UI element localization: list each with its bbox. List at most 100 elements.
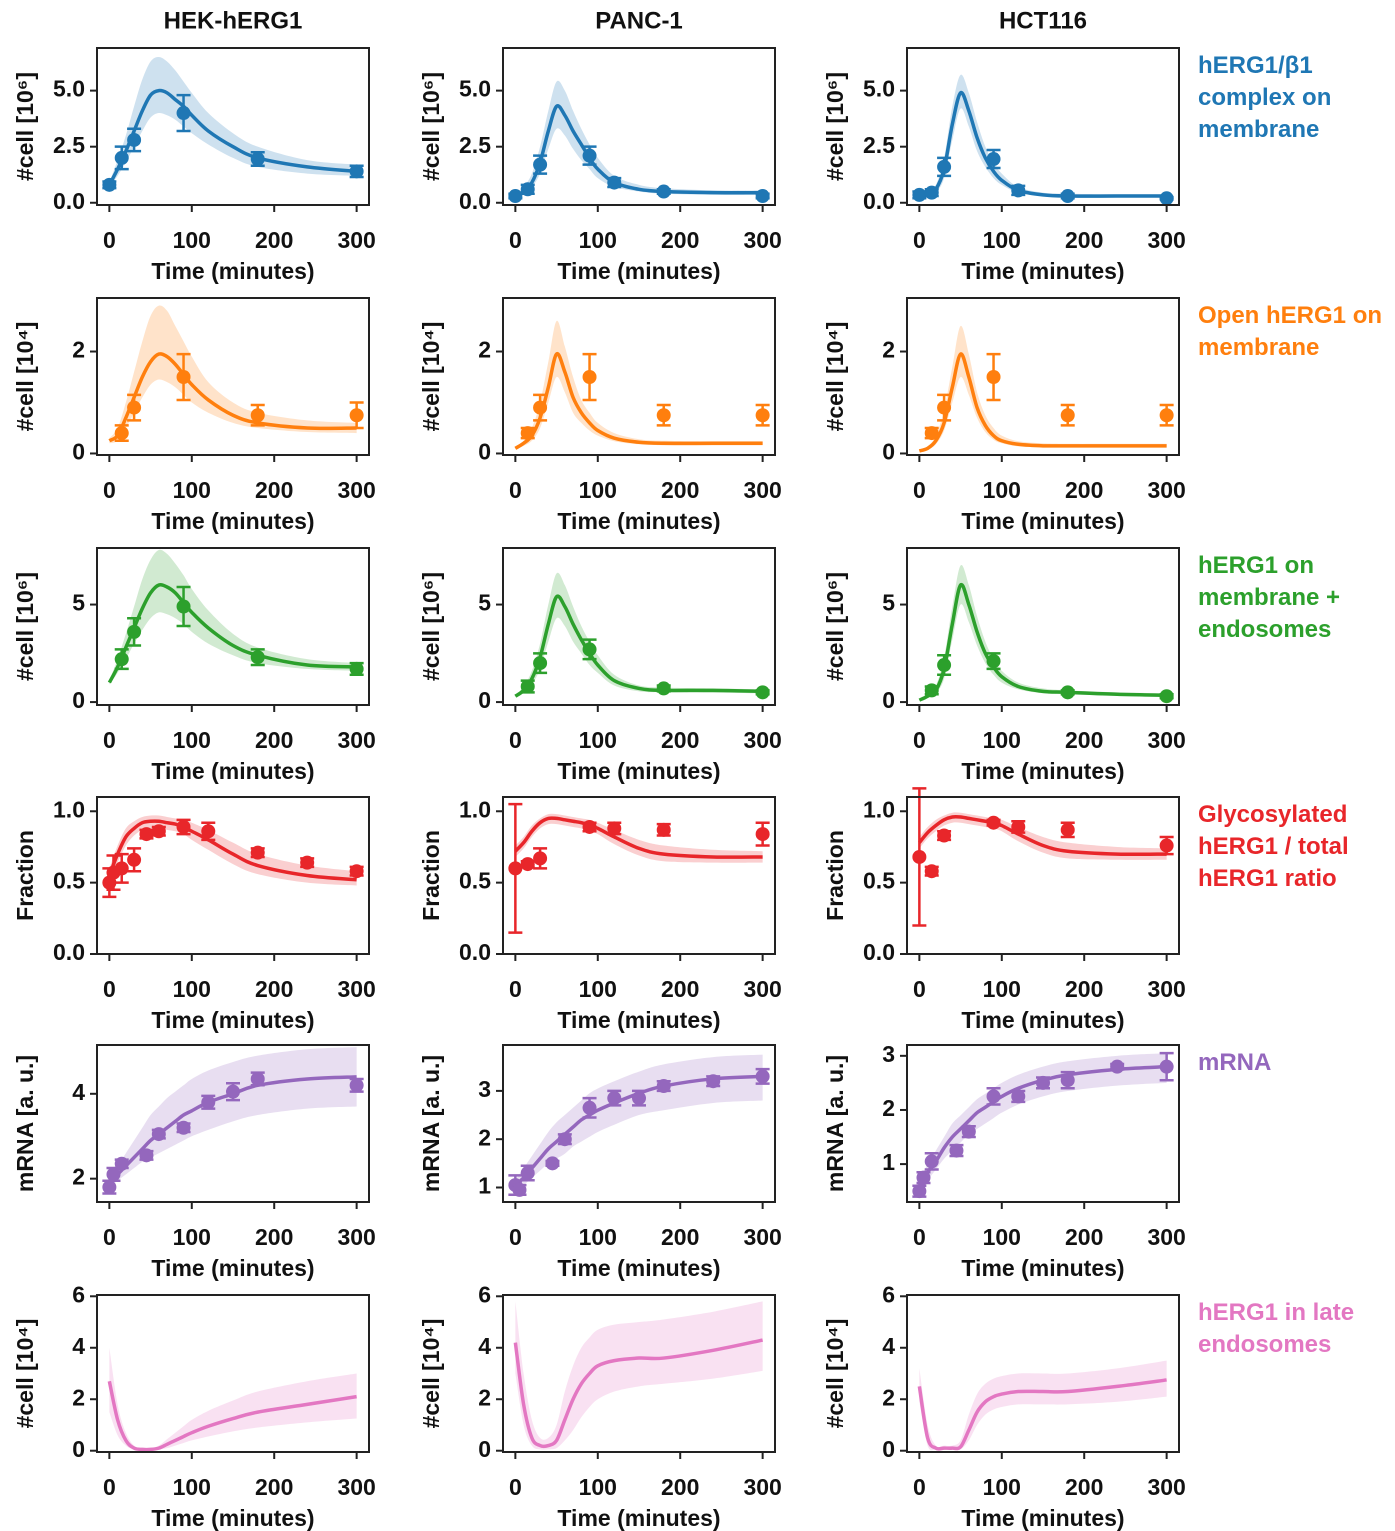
confidence-band: [515, 813, 763, 863]
confidence-band: [109, 549, 357, 685]
y-axis-label: Fraction: [418, 830, 444, 921]
data-point: [533, 157, 548, 172]
x-axis-label: Time (minutes): [961, 508, 1124, 534]
data-point: [924, 683, 939, 698]
y-tick-label: 2.5: [863, 132, 895, 158]
y-tick-label: 2.5: [53, 132, 85, 158]
x-tick-label: 0: [103, 727, 116, 753]
x-tick-label: 300: [1147, 976, 1185, 1002]
y-tick-label: 5.0: [863, 76, 895, 102]
x-axis-label: Time (minutes): [557, 1007, 720, 1033]
data-point: [176, 599, 191, 614]
row-label: hERG1/β1 complex on membrane: [1198, 52, 1332, 143]
data-point: [582, 148, 597, 163]
fit-line: [918, 582, 1167, 702]
y-tick-label: 0.0: [53, 188, 85, 214]
fit-line: [917, 1064, 1167, 1187]
x-tick-label: 0: [913, 1224, 926, 1250]
confidence-band: [515, 320, 763, 450]
x-tick-label: 200: [661, 976, 699, 1002]
data-point: [1060, 685, 1075, 700]
x-tick-label: 100: [983, 1224, 1021, 1250]
data-point: [986, 370, 1001, 385]
confidence-band: [919, 325, 1167, 452]
y-tick-label: 4: [72, 1333, 85, 1359]
plot-frame: [96, 297, 370, 456]
x-axis-label: Time (minutes): [961, 1255, 1124, 1281]
y-tick-label: 1.0: [53, 796, 85, 822]
x-tick-label: 300: [1147, 1224, 1185, 1250]
data-point: [114, 652, 129, 667]
x-tick-label: 100: [173, 227, 211, 253]
y-tick-label: 2: [478, 337, 491, 363]
x-tick-label: 300: [743, 1474, 781, 1500]
fit-line: [919, 90, 1167, 198]
data-point: [1036, 1075, 1050, 1090]
x-axis-label: Time (minutes): [961, 1505, 1124, 1531]
x-tick-label: 300: [337, 227, 375, 253]
x-tick-label: 100: [983, 727, 1021, 753]
y-tick-label: 1: [478, 1173, 491, 1199]
data-point: [656, 184, 671, 199]
y-tick-label: 1.0: [863, 796, 895, 822]
plot-frame: [906, 1044, 1180, 1203]
y-tick-label: 0: [72, 439, 85, 465]
row-label: Open hERG1 on membrane: [1198, 302, 1383, 361]
data-point: [961, 1124, 976, 1139]
x-tick-label: 200: [1065, 477, 1103, 503]
confidence-band: [919, 812, 1167, 860]
data-point: [127, 852, 142, 867]
data-point: [937, 400, 952, 415]
fit-line: [107, 1380, 357, 1452]
x-tick-label: 300: [743, 477, 781, 503]
row-label: mRNA: [1198, 1049, 1272, 1076]
data-point: [1011, 183, 1026, 198]
x-tick-label: 300: [743, 227, 781, 253]
y-tick-label: 0.0: [863, 188, 895, 214]
data-point: [582, 819, 597, 834]
data-point: [582, 1100, 597, 1115]
y-tick-label: 4: [72, 1079, 85, 1105]
y-tick-label: 6: [882, 1281, 895, 1307]
confidence-band: [109, 1347, 357, 1451]
data-point: [520, 182, 535, 197]
data-point: [102, 1180, 117, 1195]
y-tick-label: 0: [72, 1436, 85, 1462]
data-point: [755, 1069, 770, 1084]
y-axis-label: #cell [10⁴]: [12, 1319, 38, 1429]
x-tick-label: 200: [255, 1474, 293, 1500]
x-tick-label: 200: [661, 1474, 699, 1500]
y-tick-label: 5.0: [53, 76, 85, 102]
confidence-band: [109, 815, 357, 886]
data-point: [176, 370, 191, 385]
y-tick-label: 2.5: [459, 132, 491, 158]
data-point: [533, 656, 548, 671]
fit-line: [513, 1338, 763, 1449]
confidence-band: [919, 565, 1167, 701]
y-tick-label: 0.0: [459, 188, 491, 214]
plot-frame: [906, 47, 1180, 206]
fit-line: [108, 1075, 357, 1185]
y-tick-label: 4: [882, 1333, 895, 1359]
fit-line: [107, 819, 357, 882]
data-point: [151, 824, 166, 839]
x-tick-label: 100: [173, 1474, 211, 1500]
x-tick-label: 300: [743, 976, 781, 1002]
plot-frame: [906, 297, 1180, 456]
x-tick-label: 200: [255, 227, 293, 253]
data-point: [1011, 819, 1026, 834]
data-point: [127, 624, 142, 639]
x-tick-label: 100: [579, 1224, 617, 1250]
fit-line: [514, 594, 763, 698]
data-point: [250, 650, 265, 665]
x-axis-label: Time (minutes): [557, 1505, 720, 1531]
row-label: Glycosylated hERG1 / total hERG1 ratio: [1198, 801, 1349, 892]
y-axis-label: #cell [10⁴]: [822, 322, 848, 432]
x-tick-label: 300: [337, 727, 375, 753]
plot-frame: [906, 547, 1180, 706]
y-axis-label: #cell [10⁴]: [418, 322, 444, 432]
fit-line: [514, 816, 763, 859]
data-point: [250, 408, 265, 423]
data-point: [912, 849, 927, 864]
